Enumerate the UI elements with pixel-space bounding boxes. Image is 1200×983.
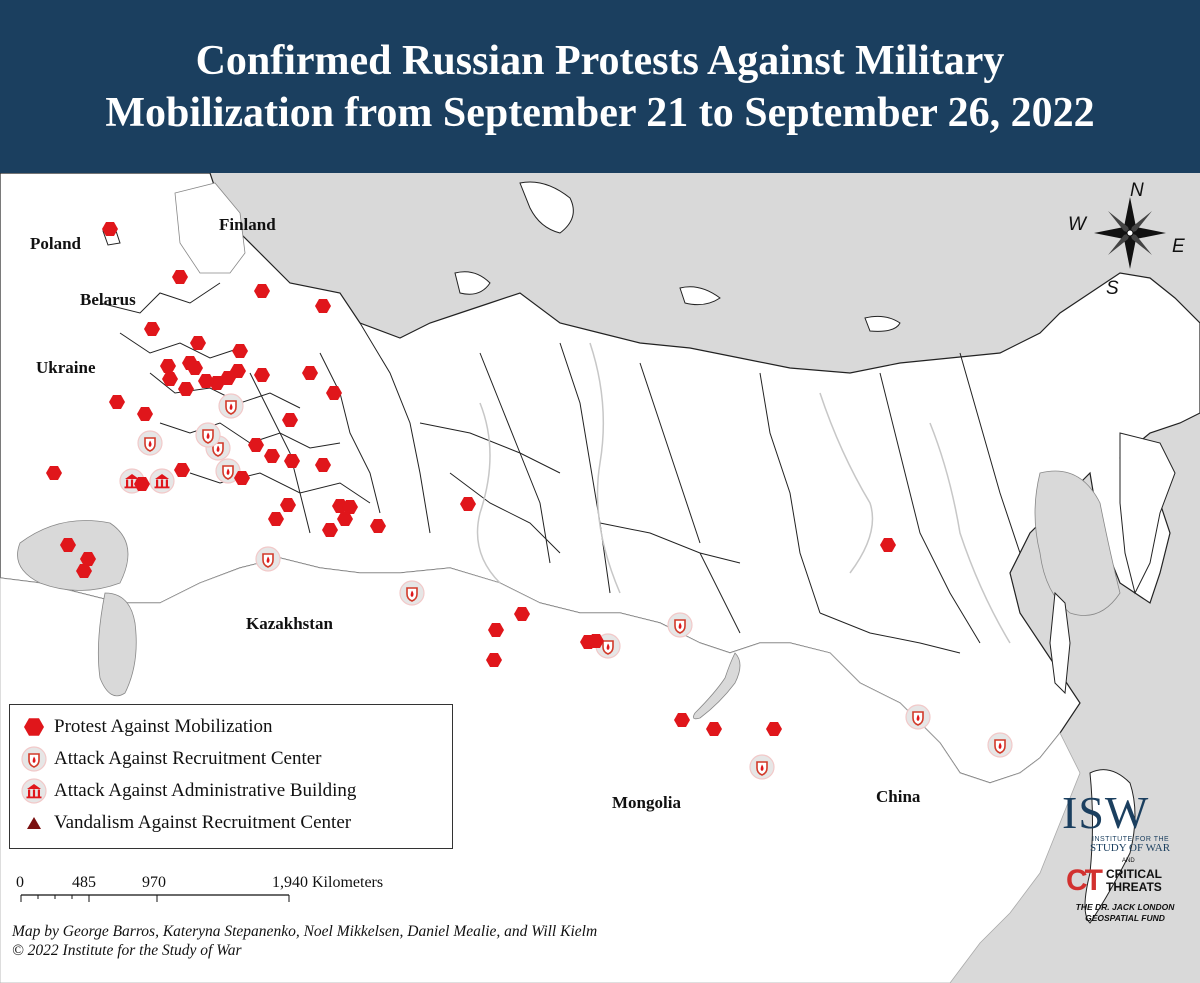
recruitment-attack-marker: [667, 612, 693, 638]
admin-attack-marker: [149, 468, 175, 494]
triangle-icon: [18, 809, 50, 837]
label-belarus: Belarus: [80, 290, 136, 309]
ct-text: CRITICAL THREATS: [1106, 868, 1162, 894]
credit-copyright: © 2022 Institute for the Study of War: [12, 942, 242, 959]
scale-line: [20, 894, 290, 902]
sea-of-okhotsk: [1034, 470, 1121, 616]
isw-subtitle: INSTITUTE FOR THE: [1092, 836, 1170, 843]
recruitment-attack-marker: [905, 704, 931, 730]
scale-tick-1940: 1,940 Kilometers: [272, 874, 384, 891]
label-finland: Finland: [219, 215, 276, 234]
scale-bar: 0 485 970 1,940 Kilometers: [10, 874, 470, 904]
fire-shield-icon: [18, 745, 50, 773]
header-banner: Confirmed Russian Protests Against Milit…: [0, 0, 1200, 173]
caspian-sea: [97, 592, 137, 697]
fund-line2: GEOSPATIAL FUND: [1085, 913, 1165, 923]
isw-subtitle-2: STUDY OF WAR: [1090, 842, 1171, 854]
legend-row-admin: Attack Against Administrative Building: [18, 775, 452, 807]
legend-label-vandalism: Vandalism Against Recruitment Center: [54, 812, 352, 833]
map-title: Confirmed Russian Protests Against Milit…: [105, 37, 1095, 136]
legend-row-protest: Protest Against Mobilization: [18, 711, 452, 743]
arctic-island-2: [864, 315, 901, 332]
compass-s: S: [1106, 278, 1119, 299]
compass-n: N: [1130, 180, 1144, 201]
recruitment-attack-marker: [137, 430, 163, 456]
rivers: [476, 342, 1011, 644]
lake-baikal: [692, 652, 741, 720]
compass-e: E: [1172, 236, 1185, 257]
legend-row-vandalism: Vandalism Against Recruitment Center: [18, 807, 452, 839]
scale-tick-970: 970: [142, 874, 166, 891]
legend-label-recruitment: Attack Against Recruitment Center: [54, 748, 322, 769]
critical-threats-logo: CT CRITICAL THREATS: [1066, 866, 1192, 896]
legend-row-recruitment: Attack Against Recruitment Center: [18, 743, 452, 775]
recruitment-attack-marker: [218, 393, 244, 419]
arctic-island-1: [454, 271, 491, 295]
logo-and: AND: [1122, 858, 1135, 864]
building-icon: [18, 777, 50, 805]
label-china: China: [876, 787, 921, 806]
recruitment-attack-marker: [255, 546, 281, 572]
compass-rose: [1094, 197, 1166, 269]
japan: [1084, 769, 1136, 924]
recruitment-attack-marker: [195, 422, 221, 448]
label-ukraine: Ukraine: [36, 358, 96, 377]
arctic-island-3: [679, 286, 721, 306]
ct-line2: THREATS: [1106, 880, 1162, 894]
legend-label-admin: Attack Against Administrative Building: [54, 780, 357, 801]
kamchatka: [1119, 432, 1176, 595]
finland: [174, 182, 246, 274]
legend-label-protest: Protest Against Mobilization: [54, 716, 273, 737]
map-credit: Map by George Barros, Kateryna Stepanenk…: [12, 922, 597, 960]
scale-tick-0: 0: [16, 874, 24, 891]
label-kazakhstan: Kazakhstan: [246, 614, 333, 633]
ct-mark: CT: [1066, 864, 1103, 897]
sakhalin: [1049, 591, 1071, 695]
black-sea: [17, 520, 129, 591]
logo-block: ISW INSTITUTE FOR THE STUDY OF WAR AND C…: [1062, 790, 1192, 975]
novaya-zemlya: [519, 181, 574, 234]
recruitment-attack-marker: [987, 732, 1013, 758]
red-hexagon-icon: [18, 713, 50, 741]
label-poland: Poland: [30, 234, 82, 253]
label-mongolia: Mongolia: [612, 793, 681, 812]
land-south: [0, 557, 1081, 983]
ct-line1: CRITICAL: [1106, 867, 1162, 881]
recruitment-attack-marker: [399, 580, 425, 606]
compass-w: W: [1068, 214, 1086, 235]
recruitment-attack-marker: [749, 754, 775, 780]
fund-line1: THE DR. JACK LONDON: [1075, 902, 1175, 912]
map-canvas: [0, 173, 1200, 983]
credit-authors: Map by George Barros, Kateryna Stepanenk…: [12, 923, 598, 940]
isw-logo: ISW: [1062, 787, 1150, 838]
scale-tick-485: 485: [72, 874, 96, 891]
legend: Protest Against Mobilization Attack Agai…: [9, 704, 453, 849]
fund-credit: THE DR. JACK LONDON GEOSPATIAL FUND: [1062, 902, 1188, 924]
